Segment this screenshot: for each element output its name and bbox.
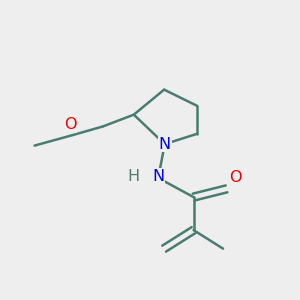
Text: N: N [152, 169, 164, 184]
Text: H: H [127, 169, 139, 184]
Text: N: N [159, 136, 171, 152]
Text: O: O [64, 117, 76, 132]
Text: O: O [230, 170, 242, 185]
